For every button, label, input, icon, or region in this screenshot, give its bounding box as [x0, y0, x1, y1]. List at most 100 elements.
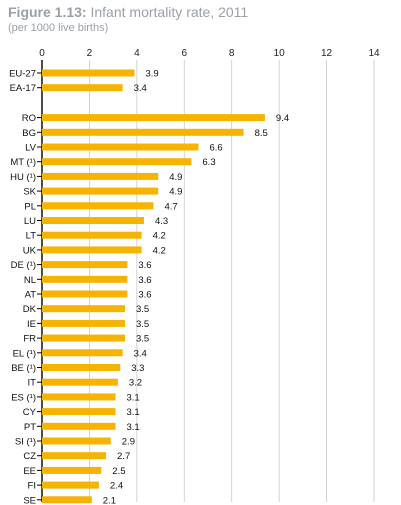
- bar: [42, 246, 142, 254]
- value-label: 3.1: [127, 422, 140, 433]
- bar: [42, 84, 123, 92]
- category-label: HU (¹): [10, 172, 36, 183]
- chart-title: Figure 1.13: Infant mortality rate, 2011: [8, 4, 248, 20]
- bar: [42, 466, 102, 474]
- bar: [42, 231, 142, 239]
- category-label: EU-27: [9, 69, 36, 80]
- value-label: 3.4: [134, 83, 147, 94]
- bar: [42, 187, 159, 195]
- x-tick-label: 0: [39, 48, 45, 59]
- value-label: 3.5: [136, 304, 149, 315]
- category-label: LV: [25, 143, 37, 154]
- x-tick-label: 6: [182, 48, 188, 59]
- category-label: PL: [24, 201, 36, 212]
- category-label: LU: [24, 216, 36, 227]
- value-label: 2.5: [112, 466, 125, 477]
- category-label: RO: [22, 113, 36, 124]
- bar: [42, 143, 199, 151]
- value-label: 3.2: [129, 378, 142, 389]
- bar: [42, 202, 154, 210]
- value-label: 3.5: [136, 319, 149, 330]
- bar: [42, 364, 121, 371]
- value-label: 3.5: [136, 334, 149, 345]
- value-label: 4.2: [153, 231, 166, 242]
- value-label: 6.3: [202, 157, 215, 168]
- x-tick-label: 12: [321, 48, 333, 59]
- x-tick-label: 10: [274, 48, 286, 59]
- x-tick-label: 8: [229, 48, 235, 59]
- value-label: 8.5: [255, 128, 268, 139]
- bar: [42, 158, 192, 166]
- category-label: DE (¹): [11, 260, 36, 271]
- value-label: 4.9: [169, 187, 182, 198]
- value-label: 4.3: [155, 216, 168, 227]
- category-label: EL (¹): [13, 348, 36, 359]
- value-label: 2.7: [117, 451, 130, 462]
- value-label: 4.7: [164, 201, 177, 212]
- bar: [42, 349, 123, 357]
- value-label: 3.4: [134, 348, 147, 359]
- value-label: 3.6: [138, 260, 151, 271]
- bar: [42, 128, 244, 136]
- x-tick-label: 4: [134, 48, 140, 59]
- category-label: AT: [25, 290, 37, 301]
- bar: [42, 334, 125, 342]
- category-label: MT (¹): [10, 157, 36, 168]
- category-label: CZ: [23, 451, 36, 462]
- category-label: IT: [28, 378, 37, 389]
- category-label: BG: [22, 128, 36, 139]
- category-label: DK: [23, 304, 37, 315]
- bar: [42, 481, 99, 489]
- category-label: EA-17: [10, 83, 36, 94]
- category-label: IE: [27, 319, 36, 330]
- category-label: CY: [23, 407, 37, 418]
- bar: [42, 422, 116, 430]
- chart-title-text: Infant mortality rate, 2011: [90, 4, 249, 20]
- bar: [42, 172, 159, 180]
- category-label: FR: [23, 334, 36, 345]
- bar: [42, 437, 111, 445]
- category-label: UK: [23, 245, 37, 256]
- value-label: 4.9: [169, 172, 182, 183]
- value-label: 3.6: [138, 275, 151, 286]
- value-label: 3.1: [127, 407, 140, 418]
- x-tick-label: 14: [368, 48, 380, 59]
- category-label: BE (¹): [11, 363, 36, 374]
- category-label: LT: [26, 231, 37, 242]
- bar: [42, 452, 107, 460]
- value-label: 6.6: [210, 143, 223, 154]
- value-label: 3.3: [131, 363, 144, 374]
- value-label: 2.1: [103, 495, 116, 505]
- category-label: FI: [28, 481, 36, 492]
- value-label: 2.9: [122, 437, 135, 448]
- category-label: ES (¹): [11, 392, 36, 403]
- bar: [42, 393, 116, 401]
- x-tick-label: 2: [87, 48, 93, 59]
- category-label: SI (¹): [15, 437, 36, 448]
- category-label: PT: [24, 422, 36, 433]
- bar: [42, 261, 128, 269]
- bar: [42, 275, 128, 283]
- category-label: SE: [23, 495, 36, 505]
- bar: [42, 305, 125, 313]
- chart-subtitle: (per 1000 live births): [8, 22, 109, 34]
- value-label: 3.6: [138, 290, 151, 301]
- value-label: 3.1: [127, 392, 140, 403]
- bar: [42, 114, 265, 122]
- category-label: NL: [24, 275, 36, 286]
- value-label: 3.9: [145, 69, 158, 80]
- bar: [42, 378, 118, 386]
- bar: [42, 217, 144, 224]
- bar: [42, 496, 92, 504]
- bar: [42, 408, 116, 416]
- value-label: 4.2: [153, 245, 166, 256]
- category-label: SK: [23, 187, 36, 198]
- chart-title-label: Figure 1.13:: [8, 4, 87, 20]
- bar: [42, 319, 125, 327]
- bar: [42, 290, 128, 298]
- bar: [42, 69, 135, 77]
- value-label: 9.4: [276, 113, 289, 124]
- category-label: EE: [23, 466, 36, 477]
